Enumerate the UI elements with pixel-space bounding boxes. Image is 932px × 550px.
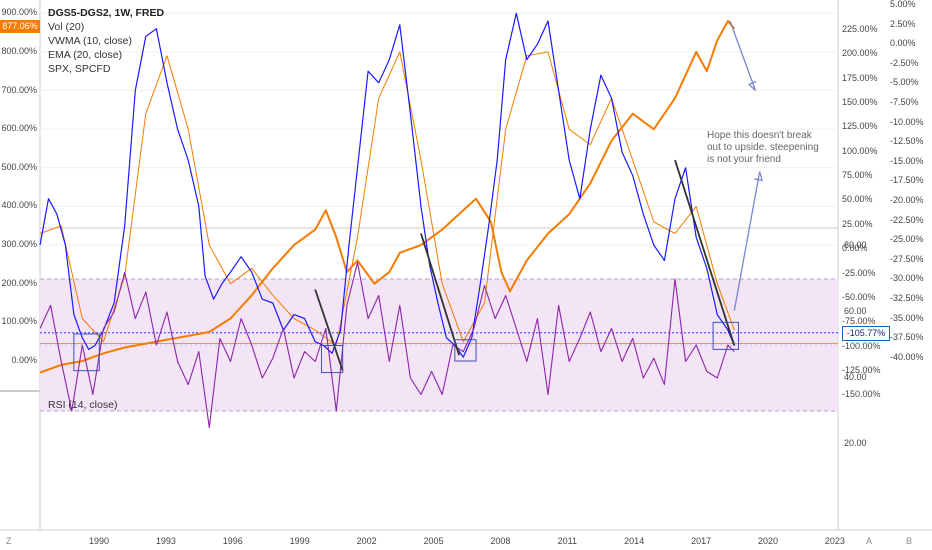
right-axis-tick: -7.50% [890,97,919,107]
time-axis-tick: 2005 [423,536,444,546]
left-axis-tick: 0.00% [11,355,37,365]
time-axis-tick: 2002 [356,536,377,546]
right-axis-tick: -25.00% [890,234,924,245]
right-axis-tick: -5.00% [890,77,919,88]
rsi-line [39,261,735,429]
arrow-1 [729,20,757,91]
price-badge-left: 877.06% [0,20,40,33]
legend-title[interactable]: DGS5-DGS2, 1W, FRED [48,7,165,19]
time-axis-tick: 2014 [624,536,645,546]
highlight-box-2 [321,345,344,374]
right-axis-tick: -15.00% [890,155,924,166]
mid-axis-tick: -100.00% [842,340,881,351]
ema-line [39,51,735,346]
highlight-box-1 [73,333,100,372]
right-axis-tick: -20.00% [890,195,924,205]
mid-axis-tick: 125.00% [842,121,878,132]
mid-axis-tick: 200.00% [842,48,878,59]
legend-ema[interactable]: EMA (20, close) [48,49,123,61]
time-axis-tick: 2017 [691,536,712,546]
right-axis-tick: -10.00% [890,116,924,127]
legend-vol[interactable]: Vol (20) [48,21,85,33]
right-axis-tick: -32.50% [890,293,924,303]
mid-axis-tick: -125.00% [842,364,881,375]
right-axis-tick: 5.00% [890,0,916,9]
rsi-axis-tick: 40.00 [844,372,867,382]
mid-axis-tick: 25.00% [842,218,873,229]
right-axis-tick: -12.50% [890,136,924,147]
legend-spx[interactable]: SPX, SPCFD [48,63,111,75]
mid-axis-tick: -150.00% [842,389,881,400]
mid-axis-tick: 225.00% [842,24,878,34]
time-axis-tick: 1999 [289,536,310,546]
corner-b[interactable]: B [906,536,913,546]
arrow-2 [733,171,761,311]
highlight-box-3 [454,339,477,362]
spx-line [39,20,736,374]
left-axis-tick: 800.00% [1,45,37,56]
mid-axis-tick: -75.00% [842,316,876,327]
right-axis-tick: -40.00% [890,351,924,362]
mid-axis-tick: 0.00% [842,243,868,254]
mid-axis-tick: 150.00% [842,97,878,108]
mid-axis-tick: 100.00% [842,145,878,156]
mid-axis-tick: -50.00% [842,291,876,302]
left-axis-tick: 500.00% [1,161,37,172]
right-axis-tick: -22.50% [890,214,924,225]
mid-axis-tick: 175.00% [842,72,878,83]
rsi-legend[interactable]: RSI (14, close) [48,399,118,411]
rsi-axis-tick: 80.00 [844,240,867,250]
right-axis-tick: -27.50% [890,253,924,264]
right-axis-tick: -35.00% [890,312,924,323]
trend-line-1 [314,289,344,371]
mid-axis-tick: 75.00% [842,170,873,181]
trend-line-2 [420,233,460,356]
rsi-axis-tick: 60.00 [844,306,867,316]
spread-line [39,12,735,358]
left-axis-tick: 100.00% [1,316,37,327]
left-axis-tick: 600.00% [1,123,37,134]
right-axis-tick: 2.50% [890,18,916,29]
time-axis-tick: 2008 [490,536,511,546]
rsi-band [40,279,838,411]
right-axis-tick: -2.50% [890,57,919,68]
right-axis-tick: -30.00% [890,273,924,284]
time-axis-tick: 2011 [557,536,577,546]
price-badge-right: -105.77% [842,326,890,341]
right-axis-tick: -37.50% [890,332,924,343]
corner-z[interactable]: Z [6,536,12,546]
annotation-text: Hope this doesn't break out to upside. s… [707,130,819,165]
time-axis-tick: 2020 [757,536,779,546]
legend-vwma[interactable]: VWMA (10, close) [48,35,133,47]
left-axis-tick: 400.00% [1,200,37,211]
mid-axis-tick: -25.00% [842,267,876,278]
arrow-head-2 [754,171,763,182]
trend-line-3 [674,159,736,346]
rsi-axis-tick: 20.00 [844,438,867,448]
right-axis-tick: -17.50% [890,175,924,186]
mid-axis-tick: 50.00% [842,194,873,205]
left-axis-tick: 200.00% [1,277,37,288]
left-axis-tick: 300.00% [1,239,37,250]
left-axis-tick: 900.00% [1,7,37,18]
time-axis-tick: 1990 [88,536,110,546]
time-axis-tick: 1996 [222,536,243,546]
highlight-box-4 [712,321,740,350]
right-axis-tick: 0.00% [890,38,916,49]
left-axis-tick: 700.00% [1,84,37,95]
corner-a[interactable]: A [866,536,873,546]
time-axis-tick: 2023 [824,536,845,546]
legend: DGS5-DGS2, 1W, FRED Vol (20) VWMA (10, c… [48,6,164,76]
arrow-head-1 [747,80,757,91]
time-axis-tick: 1993 [155,536,176,546]
